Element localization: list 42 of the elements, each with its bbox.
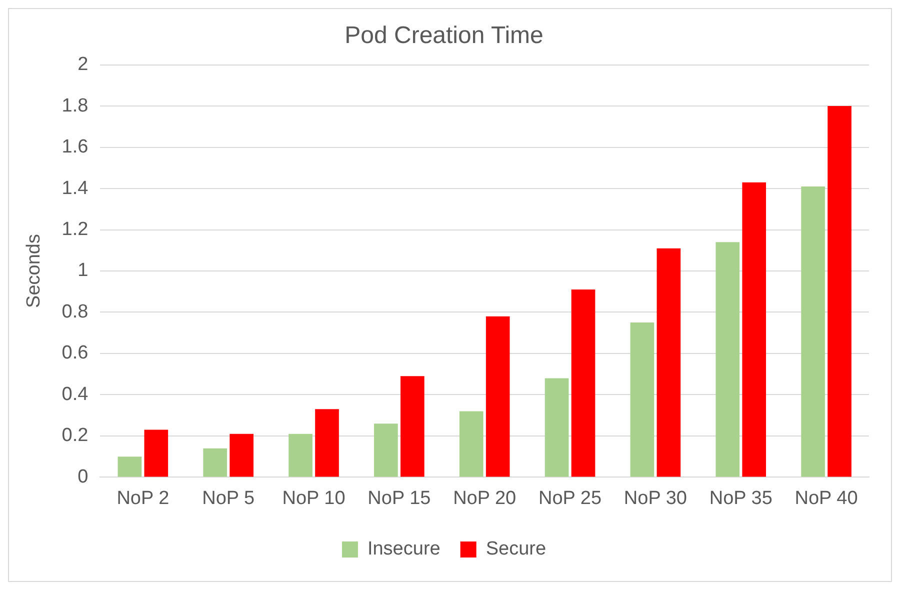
bar [828,106,852,477]
bar [400,376,424,477]
legend-label: Insecure [367,538,440,560]
y-tick-label: 0.4 [62,384,89,405]
y-tick-label: 1.8 [62,95,88,116]
y-axis-title: Seconds [24,234,45,308]
x-tick-label: NoP 30 [624,488,687,509]
bar [801,186,825,477]
bar [230,434,254,477]
bar [571,290,596,477]
y-tick-label: 1.4 [62,178,89,199]
chart-title: Pod Creation Time [344,22,544,50]
bar [459,411,484,477]
y-tick-label: 1.6 [62,136,88,158]
x-tick-label: NoP 40 [794,488,858,509]
y-tick-label: 0.6 [62,342,88,364]
bar [288,434,312,477]
x-tick-label: NoP 5 [202,488,255,509]
bar [630,322,654,477]
x-tick-label: NoP 10 [282,488,346,509]
bar [118,456,142,477]
y-tick-label: 1 [78,260,88,282]
x-tick-label: NoP 2 [116,488,170,509]
bar [742,182,766,477]
bar [716,242,740,477]
bar [374,424,398,477]
bar [315,409,339,477]
bar [144,430,168,477]
legend-label: Secure [486,538,546,560]
x-tick-label: NoP 15 [368,488,431,509]
bar [544,378,569,477]
y-tick-label: 0 [78,466,88,488]
x-tick-label: NoP 35 [709,488,772,509]
y-tick-label: 0.2 [62,425,88,446]
bar [656,248,681,477]
y-tick-label: 0.8 [62,301,88,322]
y-tick-label: 1.2 [62,218,88,240]
bar [486,316,510,477]
y-tick-label: 2 [78,54,88,76]
x-tick-label: NoP 20 [453,488,516,509]
bar [203,448,228,477]
x-tick-label: NoP 25 [538,488,602,509]
